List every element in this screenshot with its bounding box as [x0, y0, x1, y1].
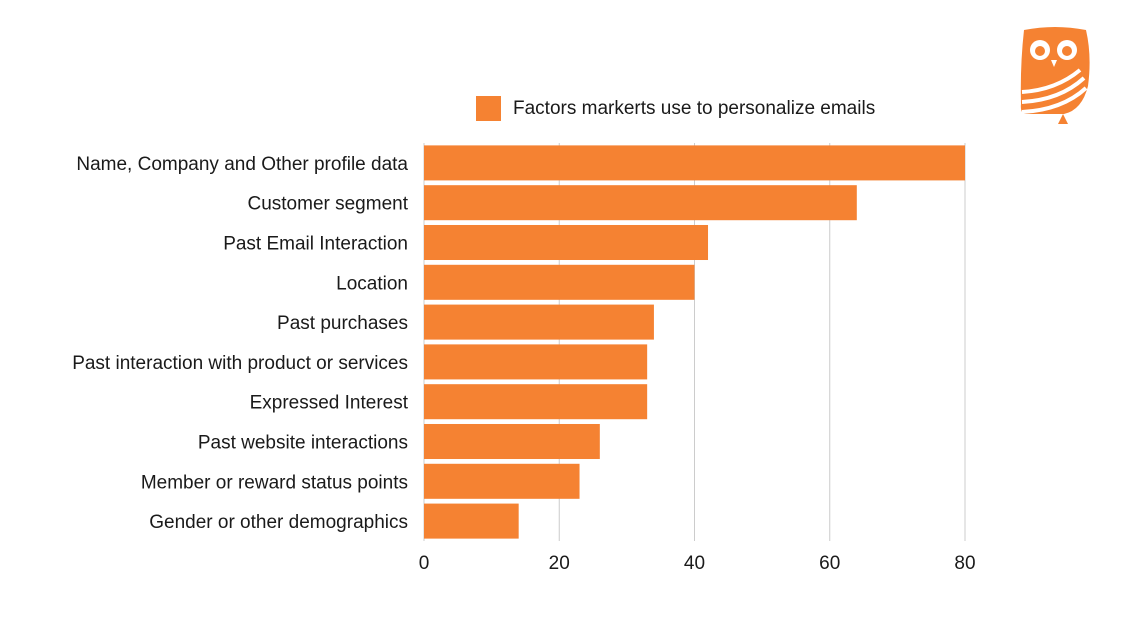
x-tick-label: 20: [549, 553, 570, 574]
category-label: Customer segment: [247, 194, 408, 215]
bar: [424, 145, 965, 181]
legend-swatch: [476, 96, 501, 121]
x-tick-label: 0: [419, 553, 430, 574]
legend: Factors markerts use to personalize emai…: [476, 96, 875, 121]
bar: [424, 384, 648, 420]
bar: [424, 344, 648, 380]
bar: [424, 264, 695, 300]
category-labels: Name, Company and Other profile data Cust…: [72, 154, 409, 533]
bars: [424, 145, 965, 539]
bar: [424, 423, 600, 460]
bar: [424, 503, 519, 539]
x-tick-label: 40: [684, 553, 705, 574]
bar: [424, 185, 857, 221]
category-label: Past interaction with product or service…: [72, 353, 408, 374]
x-tick-label: 60: [819, 553, 840, 574]
legend-label: Factors markerts use to personalize emai…: [513, 97, 876, 119]
bar: [424, 304, 654, 340]
category-label: Expressed Interest: [250, 393, 409, 414]
category-label: Past purchases: [277, 313, 408, 334]
category-label: Past website interactions: [198, 433, 408, 454]
category-label: Location: [336, 273, 408, 294]
category-label: Name, Company and Other profile data: [76, 154, 408, 175]
category-label: Member or reward status points: [141, 472, 408, 493]
x-tick-label: 80: [954, 553, 975, 574]
category-label: Past Email Interaction: [223, 234, 408, 255]
category-label: Gender or other demographics: [149, 512, 408, 533]
x-axis-tick-labels: 0 20 40 60 80: [419, 553, 976, 574]
bar: [424, 224, 709, 261]
owl-logo: [1020, 27, 1090, 124]
bar: [424, 463, 580, 499]
